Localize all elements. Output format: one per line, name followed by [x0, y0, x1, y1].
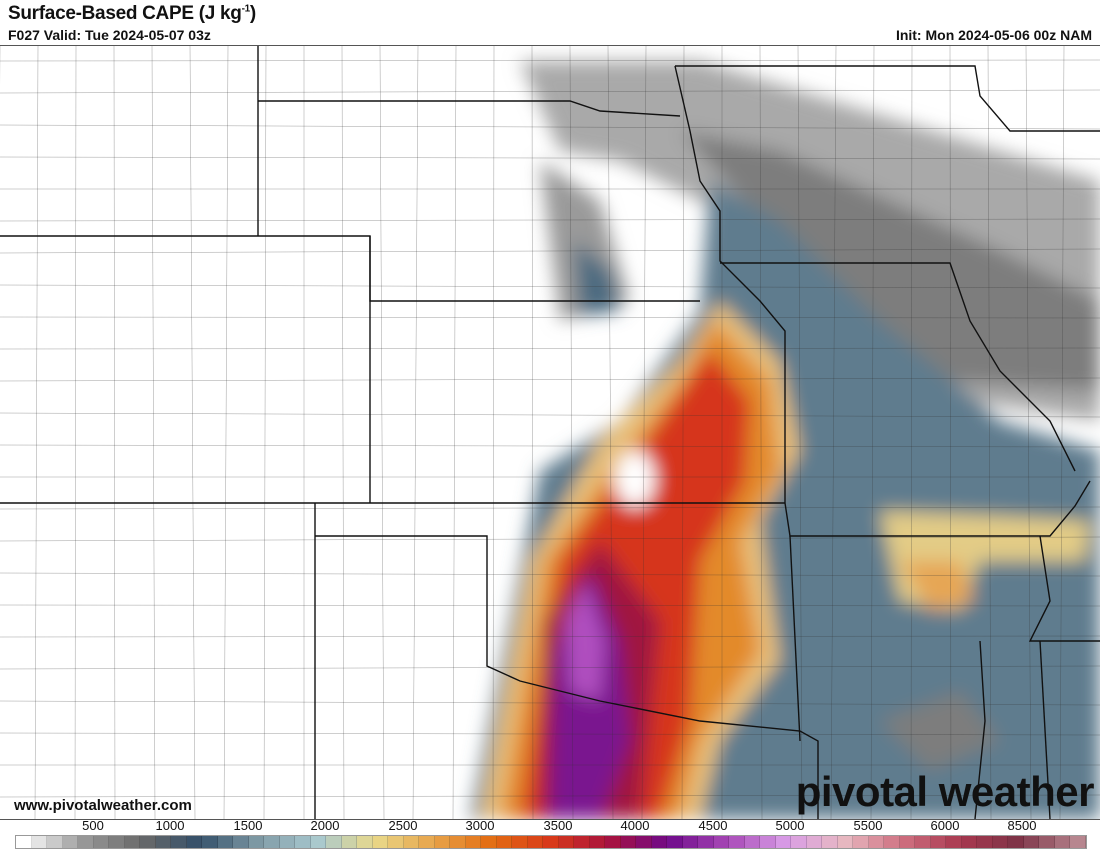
- colorbar-cell: [434, 836, 450, 848]
- colorbar-cell: [822, 836, 838, 848]
- cape-field: [470, 61, 1100, 819]
- colorbar-cell: [868, 836, 884, 848]
- county-borders: [0, 46, 1100, 819]
- website-watermark: www.pivotalweather.com: [14, 797, 192, 814]
- colorbar-cell: [372, 836, 388, 848]
- init-time: Init: Mon 2024-05-06 00z NAM: [895, 27, 1092, 43]
- tick-label: 5500: [853, 818, 883, 833]
- colorbar-cell: [589, 836, 605, 848]
- colorbar-cell: [1039, 836, 1055, 848]
- colorbar-cell: [961, 836, 977, 848]
- colorbar-cell: [574, 836, 590, 848]
- colorbar-cell: [636, 836, 652, 848]
- pivotal-weather-logo: pivotal weather: [795, 768, 1095, 815]
- tick-label: 4000: [620, 818, 650, 833]
- county-lines: [0, 46, 1100, 819]
- colorbar-cell: [217, 836, 233, 848]
- tick-label: 1000: [155, 818, 185, 833]
- colorbar-cell: [357, 836, 373, 848]
- colorbar-cell: [682, 836, 698, 848]
- colorbar-cell: [388, 836, 404, 848]
- colorbar-cell: [62, 836, 78, 848]
- tick-label: 4500: [698, 818, 728, 833]
- colorbar-cell: [295, 836, 311, 848]
- colorbar-cell: [16, 836, 32, 848]
- colorbar-cell: [884, 836, 900, 848]
- colorbar-cell: [992, 836, 1008, 848]
- colorbar-cell: [93, 836, 109, 848]
- valid-time: F027 Valid: Tue 2024-05-07 03z: [8, 27, 211, 43]
- colorbar-cell: [47, 836, 63, 848]
- colorbar-cell: [233, 836, 249, 848]
- colorbar-cell: [605, 836, 621, 848]
- colorbar-cell: [837, 836, 853, 848]
- tick-label: 5000: [775, 818, 805, 833]
- colorbar-cell: [760, 836, 776, 848]
- colorbar-cell: [124, 836, 140, 848]
- colorbar-cell: [155, 836, 171, 848]
- colorbar-cell: [698, 836, 714, 848]
- colorbar-cell: [78, 836, 94, 848]
- colorbar-cell: [899, 836, 915, 848]
- colorbar-cell: [853, 836, 869, 848]
- tick-label: 500: [82, 818, 104, 833]
- colorbar-cell: [806, 836, 822, 848]
- colorbar-cell: [512, 836, 528, 848]
- colorbar-cell: [341, 836, 357, 848]
- colorbar-cell: [667, 836, 683, 848]
- colorbar-cell: [1054, 836, 1070, 848]
- colorbar-cell: [620, 836, 636, 848]
- colorbar-cell: [465, 836, 481, 848]
- colorbar-cell: [651, 836, 667, 848]
- colorbar-ticks: 500 1000 1500 2000 2500 3000 3500 4000 4…: [0, 818, 1100, 834]
- colorbar-cell: [31, 836, 47, 848]
- colorbar-cell: [140, 836, 156, 848]
- colorbar-cell: [915, 836, 931, 848]
- colorbar-cell: [264, 836, 280, 848]
- colorbar-cell: [481, 836, 497, 848]
- colorbar-cell: [977, 836, 993, 848]
- cape-map: [0, 45, 1100, 820]
- tick-label: 8500: [1007, 818, 1037, 833]
- colorbar: [15, 835, 1087, 849]
- colorbar-cell: [558, 836, 574, 848]
- colorbar-cell: [930, 836, 946, 848]
- colorbar-cell: [310, 836, 326, 848]
- colorbar-cell: [326, 836, 342, 848]
- colorbar-cell: [450, 836, 466, 848]
- state-borders: [0, 46, 1100, 819]
- colorbar-cell: [775, 836, 791, 848]
- colorbar-cell: [248, 836, 264, 848]
- colorbar-cell: [1008, 836, 1024, 848]
- colorbar-cell: [496, 836, 512, 848]
- tick-label: 1500: [233, 818, 263, 833]
- tick-label: 2000: [310, 818, 340, 833]
- colorbar-cell: [186, 836, 202, 848]
- tick-label: 3500: [543, 818, 573, 833]
- colorbar-cell: [171, 836, 187, 848]
- colorbar-cell: [744, 836, 760, 848]
- colorbar-cell: [202, 836, 218, 848]
- tick-label: 2500: [388, 818, 418, 833]
- colorbar-cell: [527, 836, 543, 848]
- colorbar-cell: [713, 836, 729, 848]
- colorbar-cell: [791, 836, 807, 848]
- colorbar-cell: [419, 836, 435, 848]
- colorbar-cell: [543, 836, 559, 848]
- colorbar-cell: [1070, 836, 1086, 848]
- tick-label: 3000: [465, 818, 495, 833]
- colorbar-cell: [279, 836, 295, 848]
- colorbar-cell: [109, 836, 125, 848]
- tick-label: 6000: [930, 818, 960, 833]
- colorbar-cell: [403, 836, 419, 848]
- map-title: Surface-Based CAPE (J kg-1): [8, 3, 256, 24]
- colorbar-cell: [946, 836, 962, 848]
- colorbar-cell: [729, 836, 745, 848]
- colorbar-cell: [1023, 836, 1039, 848]
